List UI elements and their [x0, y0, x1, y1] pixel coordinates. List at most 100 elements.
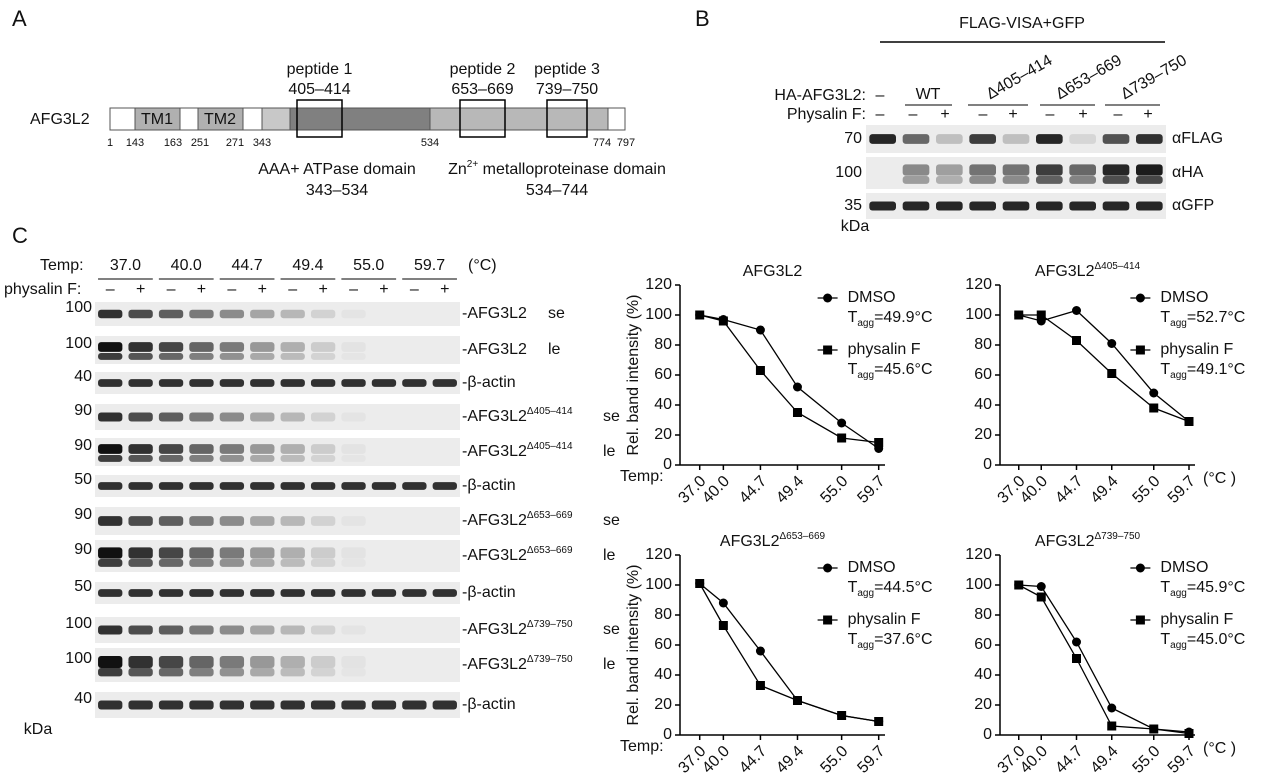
treatment-sign: + — [318, 281, 327, 298]
blot-target: -AFG3L2Δ405–414 — [462, 406, 573, 425]
domain-segment — [242, 107, 263, 131]
mw-marker: 50 — [74, 471, 92, 488]
peptide-range: 739–750 — [536, 81, 598, 98]
legend-tagg-part: agg — [857, 370, 874, 381]
blot-band — [1136, 176, 1163, 184]
chart-title: AFG3L2Δ653–669 — [720, 531, 826, 550]
blot-band — [341, 559, 365, 567]
blot-strip — [95, 540, 460, 572]
blot-band — [189, 668, 214, 677]
marker-circle — [792, 382, 802, 392]
marker-square — [1135, 615, 1145, 625]
temp-value: 55.0 — [353, 257, 384, 274]
legend-tagg-part: agg — [1170, 588, 1187, 599]
blot-band — [128, 412, 153, 422]
x-tick-label: 40.0 — [699, 473, 733, 507]
blot-band — [128, 547, 153, 559]
treatment-sign: – — [106, 281, 115, 298]
y-tick-label: 120 — [965, 546, 992, 563]
blot-band — [128, 656, 153, 668]
y-tick-label: 80 — [974, 606, 992, 623]
peptide-range: 405–414 — [288, 81, 350, 98]
protein-label: AFG3L2 — [30, 111, 90, 128]
blot-band — [128, 353, 153, 360]
blot-band — [128, 516, 153, 526]
y-tick-label: 60 — [654, 366, 672, 383]
domain-segment — [179, 107, 199, 131]
antibody-label: αGFP — [1172, 197, 1214, 214]
blot-strip — [95, 438, 460, 466]
blot-band — [219, 700, 245, 710]
blot-band — [341, 379, 366, 387]
blot-band — [128, 668, 153, 677]
mw-marker: 90 — [74, 437, 92, 454]
blot-band — [189, 656, 214, 668]
blot-band — [128, 700, 153, 710]
chart-title: AFG3L2Δ405–414 — [1035, 261, 1141, 280]
series-line — [699, 314, 879, 444]
blot-target-part: -AFG3L2 — [462, 547, 527, 564]
blot-band — [902, 164, 930, 176]
temp-unit: (°C) — [468, 257, 497, 274]
blot-header: FLAG-VISA+GFP — [959, 15, 1085, 32]
blot-band — [219, 353, 245, 360]
treatment-sign: – — [876, 106, 885, 123]
domain-range: 343–534 — [306, 182, 368, 199]
antibody-label: αFLAG — [1172, 130, 1223, 147]
blot-target-part: Δ405–414 — [527, 441, 573, 452]
blot-band — [869, 201, 896, 211]
blot-band — [310, 412, 336, 422]
legend-tagg-part: agg — [1170, 640, 1187, 651]
blot-target-part: -AFG3L2 — [462, 408, 527, 425]
blot-band — [341, 353, 365, 360]
x-tick-label: 59.7 — [1165, 473, 1199, 507]
blot-band — [280, 353, 305, 360]
treatment-sign: + — [940, 106, 949, 123]
blot-band — [1002, 134, 1030, 144]
x-axis-unit: (°C ) — [1203, 470, 1236, 487]
y-axis-label: Rel. band intensity (%) — [625, 295, 642, 456]
blot-band — [98, 482, 123, 490]
chart-title-part: AFG3L2 — [743, 263, 803, 280]
blot-band — [250, 444, 275, 454]
peptide-range: 653–669 — [451, 81, 513, 98]
legend-tagg: Tagg=45.9°C — [1160, 579, 1245, 599]
blot-band — [280, 482, 305, 490]
marker-circle — [718, 598, 728, 608]
y-tick-label: 60 — [654, 636, 672, 653]
blot-band — [250, 309, 275, 319]
exposure-label: se — [548, 305, 565, 322]
blot-band — [280, 589, 305, 597]
legend-label: physalin F — [1160, 611, 1233, 628]
y-tick-label: 120 — [645, 546, 672, 563]
temp-value: 44.7 — [232, 257, 263, 274]
residue-number: 143 — [126, 137, 144, 149]
blot-target-part: -AFG3L2 — [462, 621, 527, 638]
x-tick-label: 40.0 — [699, 743, 733, 777]
peptide-box — [546, 99, 588, 138]
blot-band — [158, 625, 184, 635]
blot-band — [158, 482, 184, 490]
blot-target: -AFG3L2Δ653–669 — [462, 510, 573, 529]
blot-band — [219, 656, 245, 668]
blot-strip — [95, 507, 460, 535]
legend-tagg-part: agg — [1170, 318, 1187, 329]
blot-target: -AFG3L2Δ739–750 — [462, 654, 573, 673]
marker-circle — [1149, 388, 1159, 398]
marker-circle — [1135, 293, 1145, 303]
blot-band — [1036, 134, 1063, 144]
blot-band — [158, 444, 184, 454]
blot-target: -β-actin — [462, 696, 516, 713]
domain-name-part: AAA+ ATPase domain — [258, 161, 416, 178]
legend-tagg-part: =45.9°C — [1187, 579, 1245, 596]
blot-band — [310, 625, 336, 635]
y-tick-label: 100 — [965, 576, 992, 593]
marker-square — [718, 316, 728, 326]
marker-square — [1072, 336, 1081, 345]
blot-band — [250, 547, 275, 559]
marker-circle — [837, 418, 847, 428]
treatment-sign: – — [1114, 106, 1123, 123]
construct-label: WT — [916, 86, 941, 103]
marker-square — [1107, 369, 1117, 378]
